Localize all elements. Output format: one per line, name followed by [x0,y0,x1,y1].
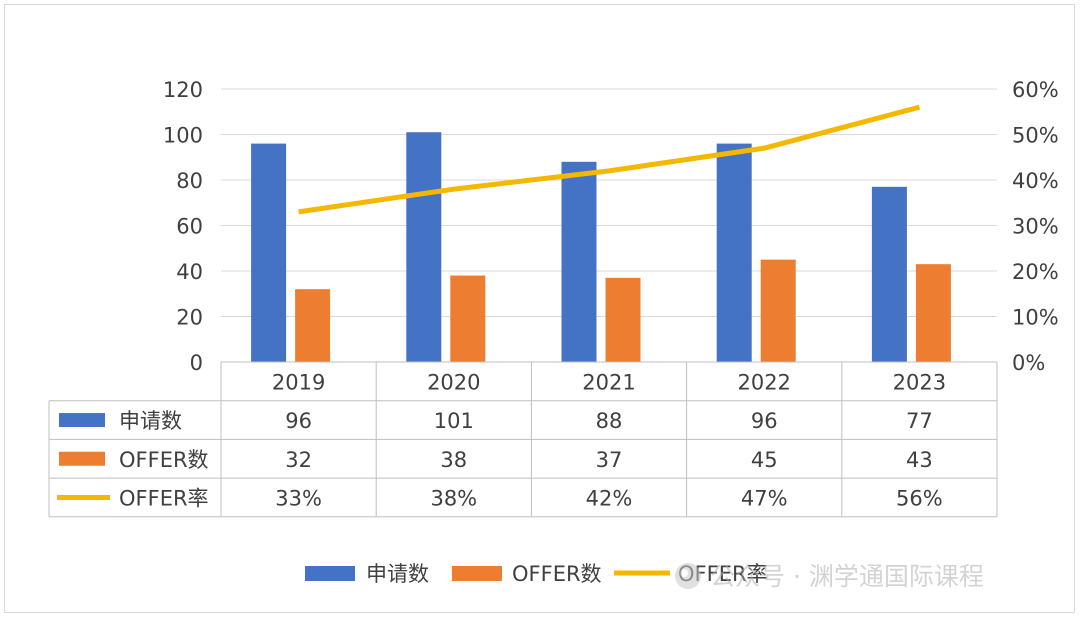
legend: 申请数 OFFER数 OFFER率 [305,562,768,586]
table-value: 43 [906,448,933,472]
table-value: 38% [430,486,477,510]
table-series-name: 申请数 [119,409,182,433]
left-tick-label: 20 [176,306,203,330]
table-value: 96 [285,409,312,433]
category-label: 2020 [427,370,480,394]
table-value: 101 [434,409,474,433]
line-series [298,104,921,215]
left-axis-ticks: 0 20 40 60 80 100 120 [163,78,203,375]
table-series-key [59,413,105,428]
table-value: 42% [586,486,633,510]
table-value: 77 [906,409,933,433]
legend-label: OFFER数 [512,562,602,586]
wechat-icon [675,563,701,589]
table-value: 32 [285,448,312,472]
right-tick-label: 0% [1012,351,1045,375]
table-value: 38 [440,448,467,472]
table-value: 96 [751,409,778,433]
legend-label: 申请数 [366,562,429,586]
right-tick-label: 50% [1012,124,1059,148]
left-tick-label: 60 [176,215,203,239]
offer-rate-line [298,104,921,215]
table-series-key [59,451,105,466]
bar-applications [561,161,597,362]
table-value: 45 [751,448,778,472]
left-tick-label: 0 [190,351,203,375]
right-tick-label: 40% [1012,169,1059,193]
right-tick-label: 60% [1012,78,1059,102]
right-tick-label: 20% [1012,260,1059,284]
watermark: 公众号 · 渊学通国际课程 [675,562,984,591]
left-tick-label: 100 [163,124,203,148]
table-value: 47% [741,486,788,510]
table-series-name: OFFER数 [119,448,209,472]
bar-offers [605,277,641,362]
category-label: 2019 [272,370,325,394]
left-tick-label: 40 [176,260,203,284]
table-value: 33% [275,486,322,510]
left-tick-label: 120 [163,78,203,102]
wechat-icon-inner [680,569,688,577]
bar-offers [760,259,796,362]
bar-offers [295,289,331,362]
bar-applications [871,186,907,362]
bar-offers [915,264,951,362]
category-label: 2021 [582,370,635,394]
watermark-text: 公众号 · 渊学通国际课程 [710,562,984,591]
grid-lines [221,88,997,317]
category-label: 2022 [737,370,790,394]
chart-frame [4,4,1075,613]
data-table: 2019 2020 2021 2022 2023 申请数 96 101 88 96 77 OFFER数… [48,361,998,518]
bar-applications [406,132,442,362]
table-value: 88 [596,409,623,433]
right-tick-label: 30% [1012,215,1059,239]
legend-key [452,566,502,581]
legend-key [305,566,355,581]
table-value: 37 [596,448,623,472]
table-series-name: OFFER率 [119,486,209,510]
right-tick-label: 10% [1012,306,1059,330]
right-axis-ticks: 0% 10% 20% 30% 40% 50% 60% [1012,78,1059,375]
category-label: 2023 [893,370,946,394]
bar-applications [251,143,287,362]
bar-series [251,132,951,362]
table-value: 56% [896,486,943,510]
bar-applications [716,143,752,362]
bar-offers [450,275,486,362]
left-tick-label: 80 [176,169,203,193]
